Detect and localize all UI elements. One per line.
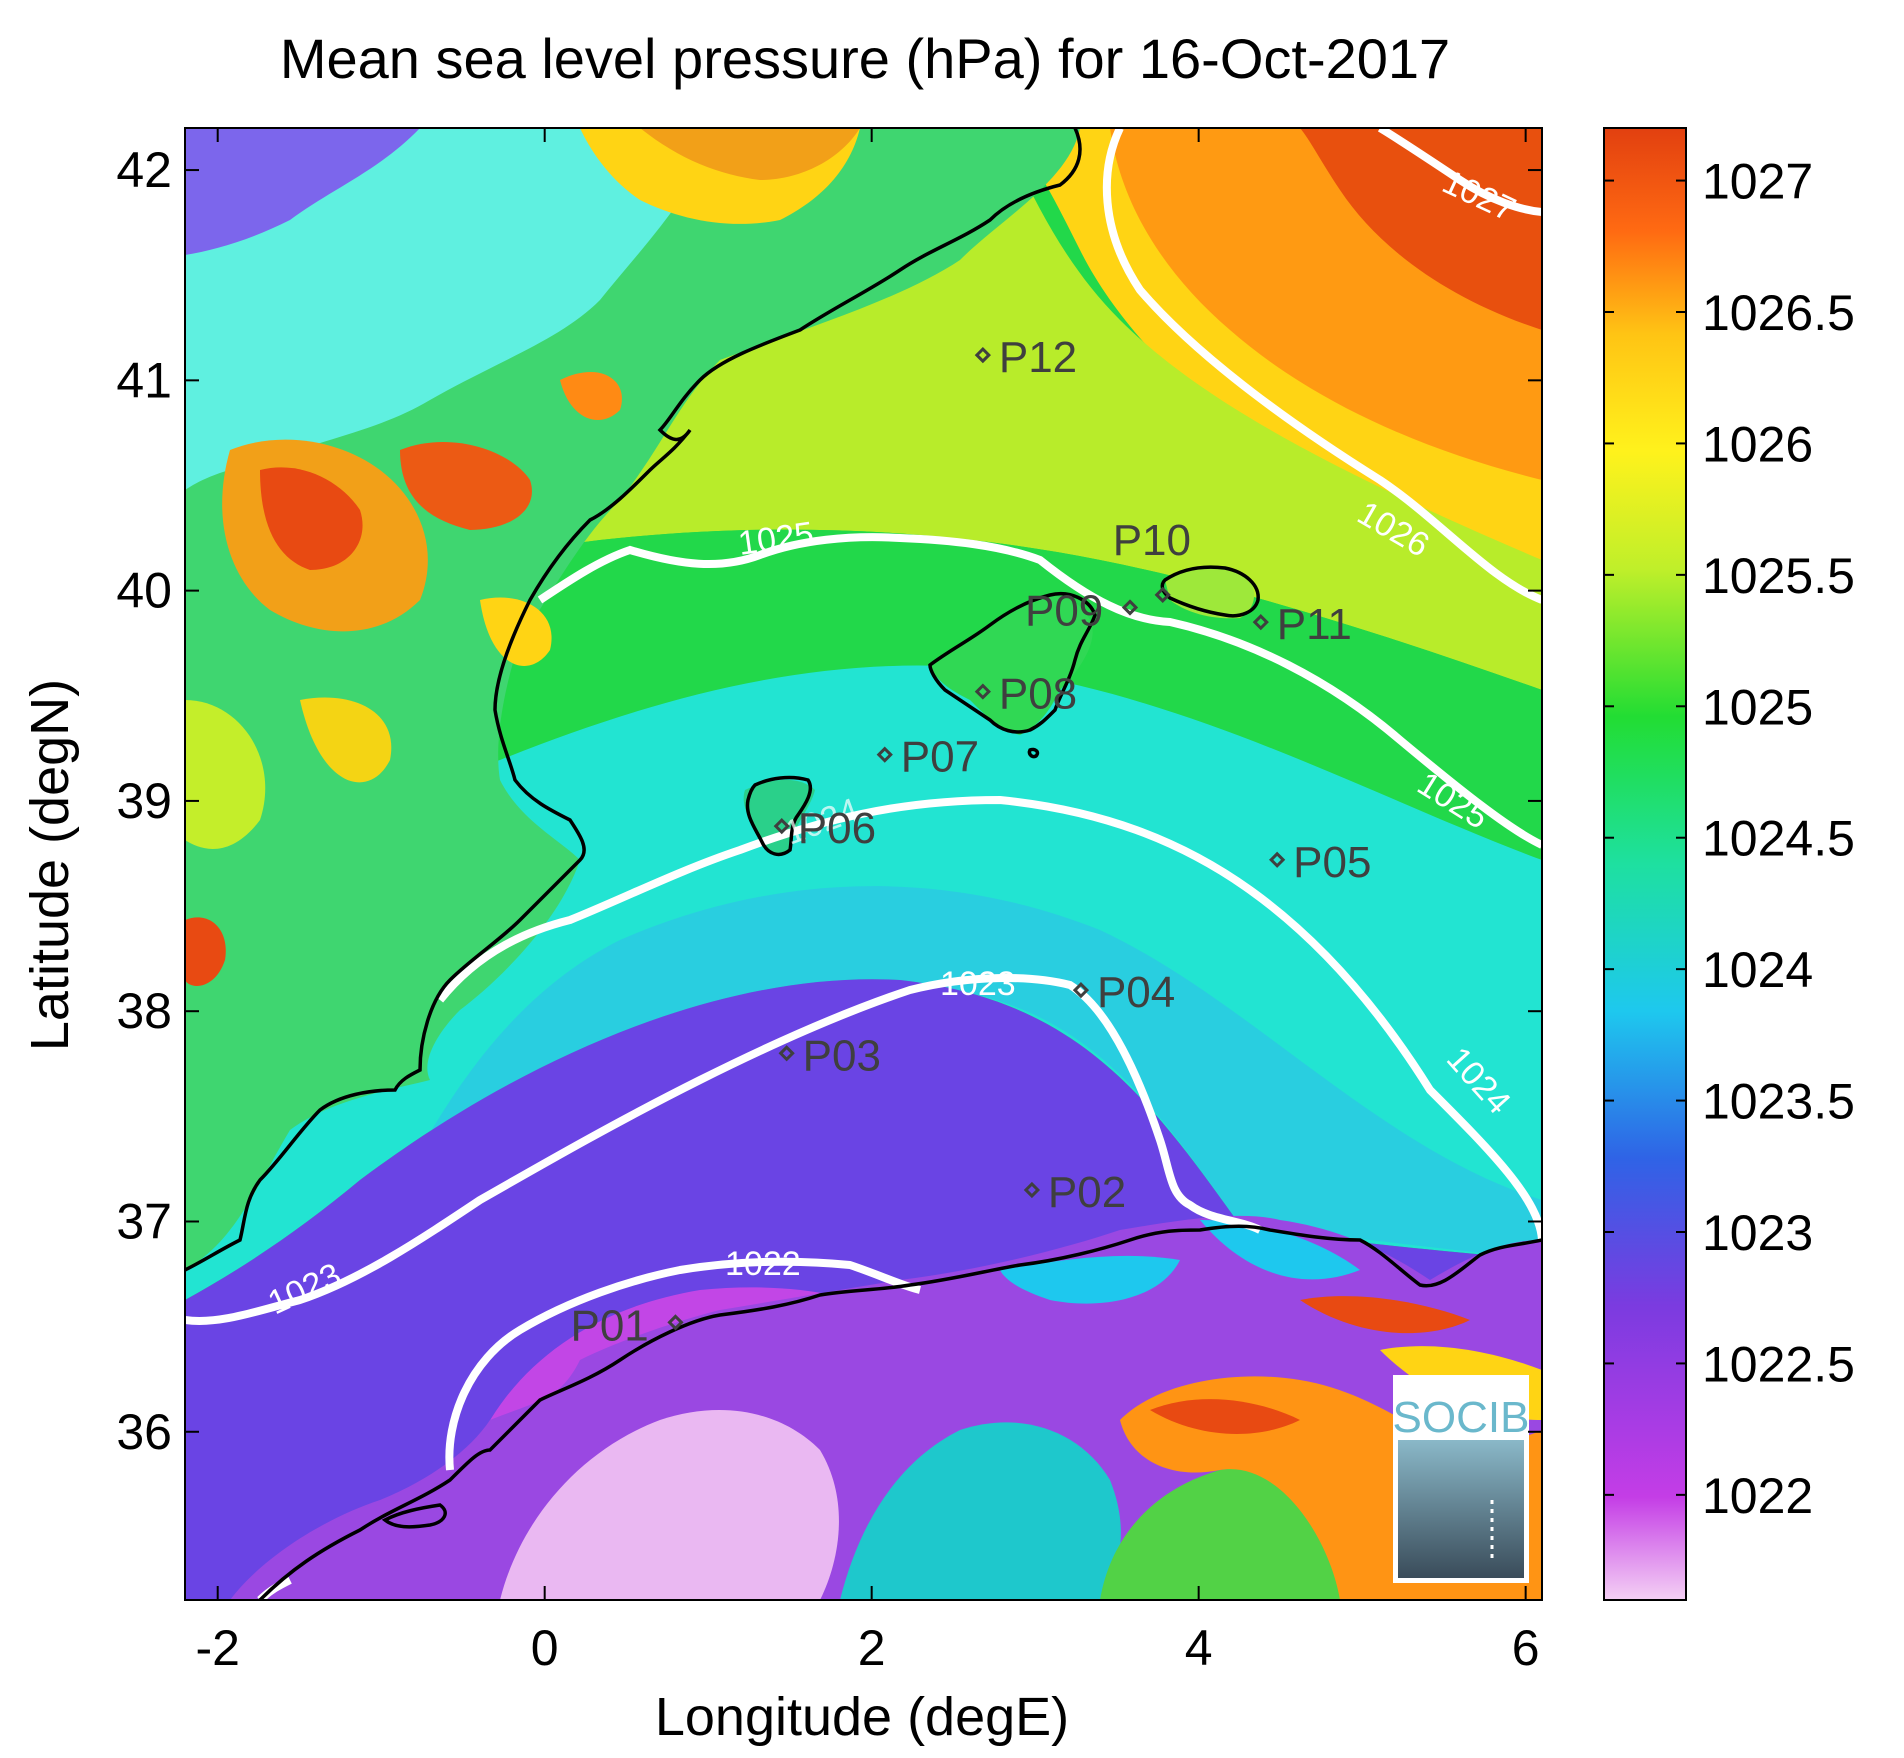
y-tick-label: 37 bbox=[116, 1193, 172, 1249]
station-diamond-icon bbox=[1269, 851, 1286, 868]
station-diamond-icon bbox=[1023, 1181, 1041, 1199]
station-label: P07 bbox=[901, 733, 979, 782]
station-diamond-icon bbox=[773, 818, 790, 835]
station-label: P09 bbox=[1025, 586, 1103, 635]
pressure-contours bbox=[185, 128, 1542, 1600]
station-label: P10 bbox=[1113, 516, 1191, 565]
coastline-mallorca bbox=[928, 592, 1097, 734]
station-label: P06 bbox=[798, 804, 876, 853]
station-diamond-icon bbox=[974, 346, 991, 364]
station-marker[interactable]: P03 bbox=[778, 1031, 881, 1080]
colorbar-tick-label: 1025.5 bbox=[1702, 548, 1855, 604]
station-diamond-icon bbox=[1252, 614, 1269, 631]
station-diamond-icon bbox=[778, 1045, 795, 1062]
station-label: P02 bbox=[1048, 1168, 1126, 1217]
colorbar-ticks: 1027 1026.5 1026 1025.5 1025 1024.5 1024 1023.5… bbox=[1604, 154, 1855, 1524]
x-tick-label: 6 bbox=[1512, 1620, 1540, 1676]
y-tick-label: 38 bbox=[116, 983, 172, 1039]
contour-label: 1023 bbox=[940, 965, 1016, 1003]
y-tick-label: 41 bbox=[116, 352, 172, 408]
coastline-alboran bbox=[381, 1503, 447, 1529]
colorbar-tick-label: 1023 bbox=[1702, 1205, 1813, 1261]
station-diamond-icon bbox=[876, 746, 893, 763]
station-marker[interactable]: P04 bbox=[1072, 968, 1175, 1017]
coastline-africa bbox=[258, 1224, 1542, 1600]
socib-logo: SOCIB bbox=[1393, 1375, 1530, 1583]
colorbar-tick-label: 1025 bbox=[1702, 679, 1813, 735]
station-marker[interactable]: P01 bbox=[570, 1301, 684, 1350]
station-marker[interactable]: P09 bbox=[1025, 586, 1139, 635]
station-marker[interactable]: P07 bbox=[876, 733, 979, 782]
colorbar-tick-label: 1024.5 bbox=[1702, 811, 1855, 867]
colorbar-tick-label: 1026 bbox=[1702, 416, 1813, 472]
contour-1024 bbox=[436, 795, 1542, 1241]
colorbar-tick-label: 1027 bbox=[1702, 154, 1813, 210]
station-diamond-icon bbox=[974, 683, 991, 700]
station-marker[interactable]: P10 bbox=[1113, 516, 1191, 603]
contour-1025 bbox=[537, 533, 1542, 849]
y-tick-label: 42 bbox=[116, 142, 172, 198]
station-marker[interactable]: P06 bbox=[773, 804, 876, 853]
station-diamond-icon bbox=[1121, 599, 1139, 616]
coastline-ibiza bbox=[745, 775, 813, 857]
colorbar-tick-label: 1022.5 bbox=[1702, 1336, 1855, 1392]
station-label: P04 bbox=[1097, 968, 1175, 1017]
contour-1026 bbox=[1102, 128, 1542, 604]
x-tick-label: 4 bbox=[1185, 1620, 1213, 1676]
y-tick-label: 39 bbox=[116, 773, 172, 829]
station-diamond-icon bbox=[1154, 586, 1171, 603]
x-axis: -2 0 2 4 6 bbox=[195, 128, 1540, 1676]
map-plot-area bbox=[185, 128, 1542, 1600]
colorbar: 1027 1026.5 1026 1025.5 1025 1024.5 1024 1023.5… bbox=[1603, 127, 1855, 1601]
station-marker[interactable]: P11 bbox=[1252, 600, 1352, 649]
station-label: P01 bbox=[570, 1301, 648, 1350]
station-diamond-icon bbox=[1072, 982, 1090, 999]
x-tick-label: -2 bbox=[195, 1620, 239, 1676]
contour-1023 bbox=[185, 974, 1262, 1325]
map-title: Mean sea level pressure (hPa) for 16-Oct… bbox=[280, 27, 1450, 90]
station-marker[interactable]: P02 bbox=[1023, 1168, 1126, 1217]
y-tick-label: 40 bbox=[116, 563, 172, 619]
station-label: P12 bbox=[999, 333, 1077, 382]
colorbar-tick-label: 1022 bbox=[1702, 1468, 1813, 1524]
plot-frame bbox=[184, 127, 1543, 1601]
contour-1022 bbox=[445, 1257, 922, 1471]
station-marker[interactable]: P08 bbox=[974, 670, 1077, 719]
y-axis-title: Latitude (degN) bbox=[20, 679, 80, 1051]
station-marker[interactable]: P12 bbox=[974, 333, 1077, 382]
station-marker[interactable]: P05 bbox=[1269, 838, 1371, 887]
socib-logo-text: SOCIB bbox=[1393, 1393, 1530, 1442]
colorbar-gradient bbox=[1603, 127, 1687, 1601]
x-axis-title: Longitude (degE) bbox=[655, 1687, 1069, 1747]
station-label: P03 bbox=[803, 1031, 881, 1080]
colorbar-tick-label: 1023.5 bbox=[1702, 1074, 1855, 1130]
y-axis: 42 41 40 39 38 37 36 bbox=[116, 142, 1542, 1460]
x-tick-label: 2 bbox=[858, 1620, 886, 1676]
iberia-land bbox=[185, 128, 1080, 1270]
station-diamond-icon bbox=[667, 1314, 684, 1331]
contour-label: 1022 bbox=[725, 1245, 801, 1283]
y-tick-label: 36 bbox=[116, 1404, 172, 1460]
colorbar-tick-label: 1024 bbox=[1702, 942, 1813, 998]
colorbar-tick-label: 1026.5 bbox=[1702, 285, 1855, 341]
station-label: P11 bbox=[1277, 600, 1352, 649]
station-label: P08 bbox=[999, 670, 1077, 719]
station-label: P05 bbox=[1293, 838, 1371, 887]
coastline-iberia bbox=[185, 128, 1082, 1272]
x-tick-label: 0 bbox=[531, 1620, 559, 1676]
contour-1027 bbox=[1377, 128, 1542, 216]
